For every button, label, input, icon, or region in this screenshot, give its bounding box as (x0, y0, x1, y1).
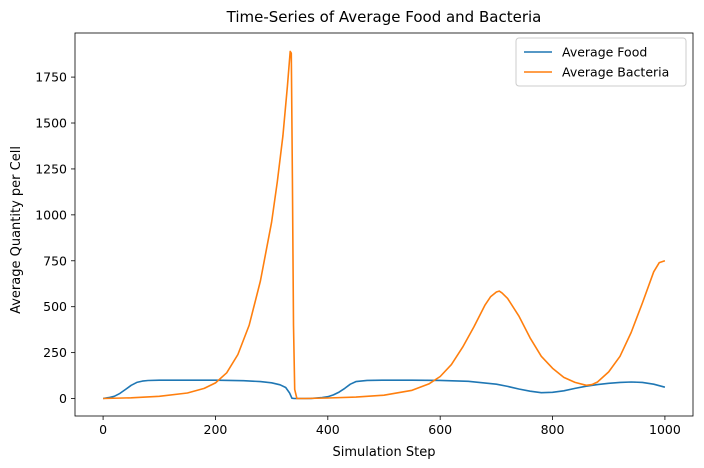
x-tick-label: 0 (99, 422, 107, 437)
x-tick-label: 800 (541, 422, 565, 437)
y-tick-label: 1750 (35, 70, 67, 85)
legend-box (515, 37, 687, 87)
y-tick-label: 250 (43, 345, 67, 360)
series-line-average-food (102, 379, 666, 400)
y-axis-label: Average Quantity per Cell (9, 146, 24, 314)
legend-label: Average Food (562, 45, 647, 60)
y-tick-label: 1500 (35, 116, 67, 131)
x-axis-label: Simulation Step (333, 445, 436, 460)
legend: Average Food Average Bacteria (515, 37, 687, 87)
plot-area (102, 50, 666, 400)
x-tick-label: 200 (204, 422, 228, 437)
chart-title: Time-Series of Average Food and Bacteria (226, 8, 542, 26)
series-line-average-bacteria (103, 50, 666, 400)
legend-label: Average Bacteria (562, 65, 669, 80)
y-axis: 0 250 500 750 1000 1250 1500 1750 (35, 70, 75, 406)
y-tick-label: 1250 (35, 161, 67, 176)
plot-frame (74, 32, 694, 417)
y-tick-label: 1000 (35, 207, 67, 222)
x-tick-label: 1000 (649, 422, 681, 437)
y-tick-label: 0 (59, 391, 67, 406)
x-axis: 0 200 400 600 800 1000 (99, 416, 681, 437)
y-tick-label: 500 (43, 299, 67, 314)
y-tick-label: 750 (43, 253, 67, 268)
x-tick-label: 400 (316, 422, 340, 437)
x-tick-label: 600 (428, 422, 452, 437)
